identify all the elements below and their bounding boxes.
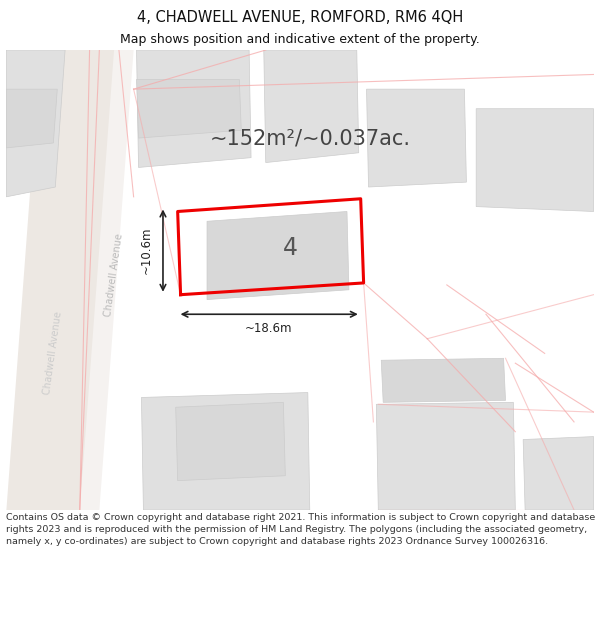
Polygon shape (137, 50, 251, 168)
Text: Chadwell Avenue: Chadwell Avenue (41, 311, 63, 396)
Polygon shape (207, 211, 349, 299)
Polygon shape (7, 89, 57, 148)
Text: 4, CHADWELL AVENUE, ROMFORD, RM6 4QH: 4, CHADWELL AVENUE, ROMFORD, RM6 4QH (137, 10, 463, 25)
Polygon shape (176, 402, 286, 481)
Polygon shape (142, 392, 310, 510)
Polygon shape (376, 402, 515, 510)
Text: Contains OS data © Crown copyright and database right 2021. This information is : Contains OS data © Crown copyright and d… (6, 513, 595, 546)
Text: ~10.6m: ~10.6m (140, 227, 153, 274)
Polygon shape (7, 50, 65, 197)
Text: ~18.6m: ~18.6m (245, 322, 292, 336)
Polygon shape (80, 50, 134, 510)
Polygon shape (264, 50, 359, 162)
Polygon shape (476, 109, 593, 211)
Polygon shape (381, 358, 506, 402)
Polygon shape (7, 50, 119, 510)
Text: ~152m²/~0.037ac.: ~152m²/~0.037ac. (209, 128, 410, 148)
Polygon shape (137, 79, 241, 138)
Text: 4: 4 (283, 236, 298, 260)
Polygon shape (367, 89, 466, 187)
Text: Map shows position and indicative extent of the property.: Map shows position and indicative extent… (120, 34, 480, 46)
Polygon shape (523, 437, 593, 510)
Text: Chadwell Avenue: Chadwell Avenue (103, 233, 125, 318)
